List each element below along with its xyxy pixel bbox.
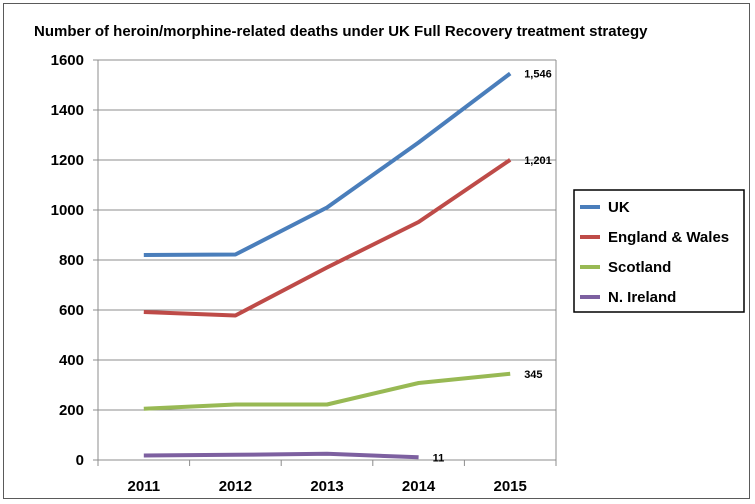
legend-entry: UK — [608, 199, 630, 216]
y-tick-label: 1600 — [51, 52, 84, 69]
series-lines — [143, 71, 512, 460]
y-tick-label: 0 — [76, 452, 84, 469]
x-tick-label: 2014 — [402, 478, 436, 495]
gridlines — [93, 59, 556, 461]
y-tick-label: 1200 — [51, 152, 84, 169]
data-label: 345 — [524, 369, 542, 381]
data-label: 11 — [433, 452, 445, 464]
y-tick-label: 600 — [59, 302, 84, 319]
y-tick-label: 200 — [59, 402, 84, 419]
chart-title: Number of heroin/morphine-related deaths… — [34, 23, 648, 40]
legend-entry: Scotland — [608, 259, 671, 276]
data-label: 1,201 — [524, 155, 552, 167]
x-tick-label: 2012 — [219, 478, 252, 495]
y-tick-label: 400 — [59, 352, 84, 369]
legend-box — [573, 189, 745, 313]
series-line-scotland — [143, 371, 511, 411]
x-tick-label: 2015 — [494, 478, 527, 495]
y-tick-label: 800 — [59, 252, 84, 269]
x-tick-labels: 2011 2012 2013 2014 2015 — [128, 478, 527, 495]
legend-entry: England & Wales — [608, 229, 729, 246]
x-tick-label: 2011 — [128, 478, 161, 495]
legend: UK England & Wales Scotland N. Ireland — [573, 189, 745, 313]
x-tick-label: 2013 — [310, 478, 343, 495]
series-line-england-wales — [143, 158, 512, 318]
data-labels: 1,546 1,201 345 11 — [433, 69, 552, 465]
y-tick-label: 1000 — [51, 202, 84, 219]
axes — [97, 59, 557, 466]
series-line-uk — [143, 71, 512, 257]
data-label: 1,546 — [524, 69, 552, 81]
y-tick-labels: 0 200 400 600 800 1000 1200 1400 1600 — [51, 52, 84, 469]
series-line-n-ireland — [143, 451, 419, 460]
y-tick-label: 1400 — [51, 102, 84, 119]
legend-entry: N. Ireland — [608, 289, 676, 306]
